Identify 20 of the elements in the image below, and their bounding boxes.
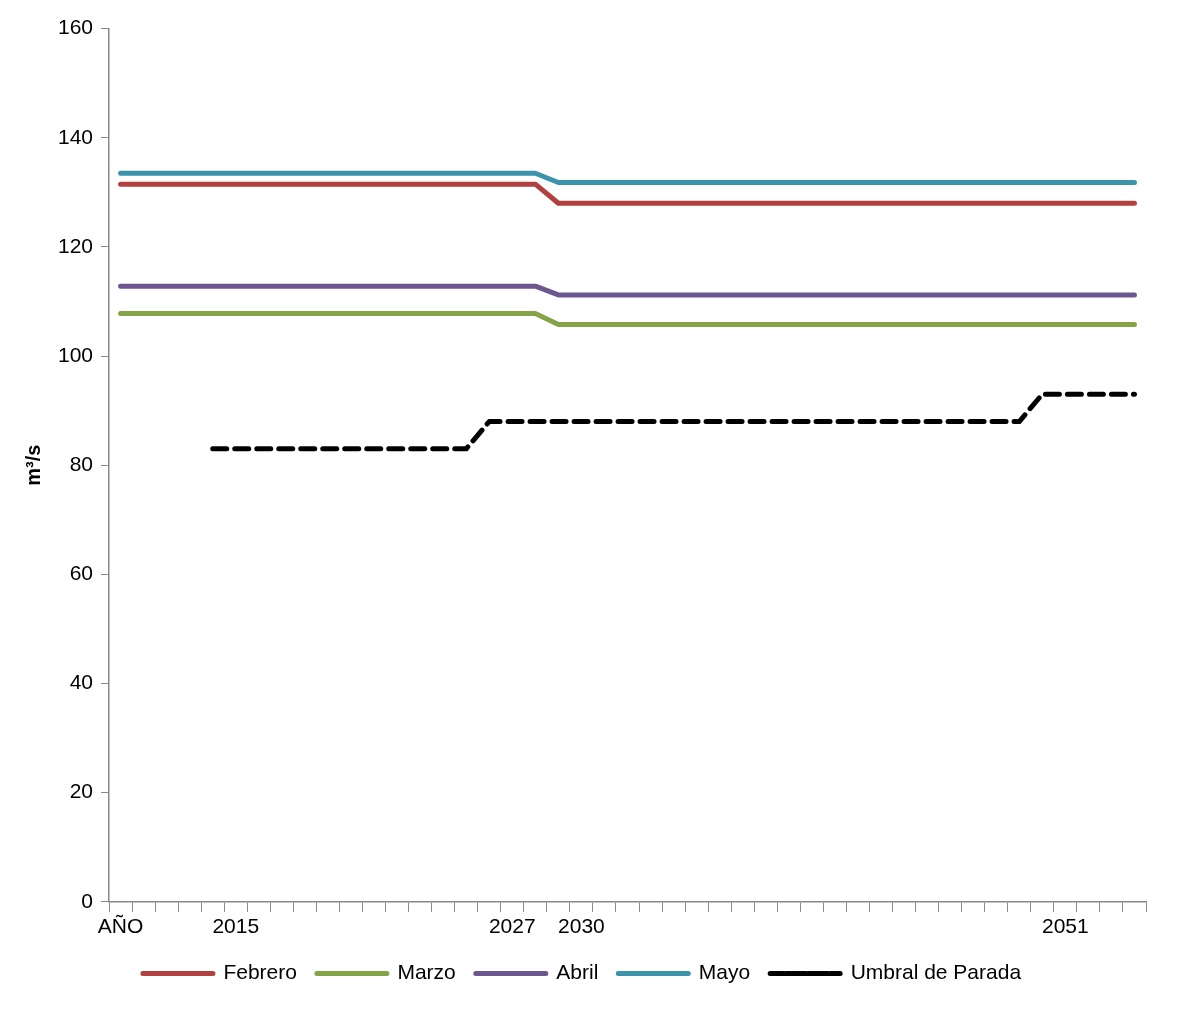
legend-label: Mayo bbox=[698, 960, 751, 984]
x-tick-label: 2027 bbox=[488, 914, 536, 938]
y-tick-label: 20 bbox=[69, 779, 94, 803]
legend-label: Umbral de Parada bbox=[850, 960, 1022, 984]
x-tick-label: 2051 bbox=[1041, 914, 1089, 938]
x-tick-label: AÑO bbox=[97, 914, 144, 938]
y-tick-label: 60 bbox=[69, 561, 94, 585]
legend-label: Febrero bbox=[223, 960, 297, 984]
legend-label: Abril bbox=[556, 960, 599, 984]
y-tick-label: 80 bbox=[69, 452, 94, 475]
y-tick-label: 0 bbox=[81, 888, 94, 912]
y-axis-title: m³/s bbox=[21, 444, 44, 486]
y-tick-label: 40 bbox=[69, 670, 94, 694]
x-tick-label: 2030 bbox=[558, 914, 605, 938]
y-tick-label: 140 bbox=[57, 124, 94, 148]
legend-label: Marzo bbox=[397, 960, 456, 984]
y-tick-label: 160 bbox=[57, 15, 94, 39]
y-tick-label: 100 bbox=[57, 342, 94, 366]
x-tick-label: 2015 bbox=[212, 914, 260, 938]
y-tick-label: 120 bbox=[57, 233, 94, 257]
